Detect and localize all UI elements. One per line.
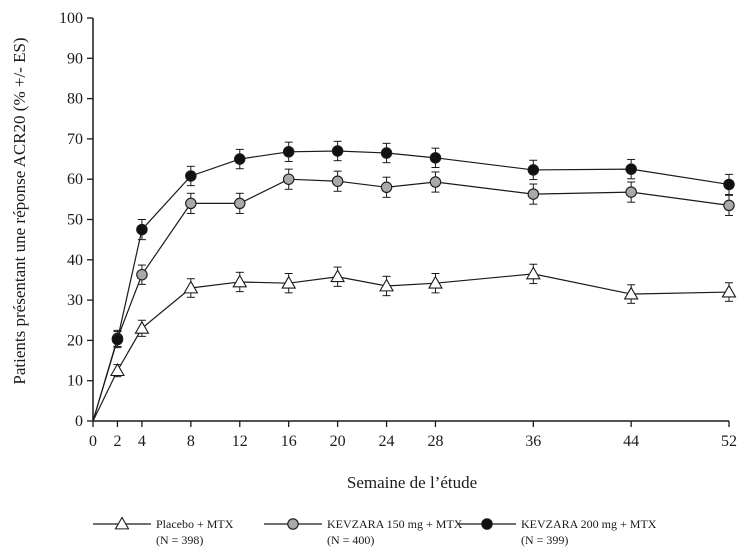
data-point [331, 175, 344, 187]
y-tick-label: 80 [67, 91, 83, 108]
y-axis-ticks: 0 10 20 30 40 50 60 70 80 90 100 [59, 10, 93, 430]
data-point [282, 146, 295, 158]
series-layer [92, 140, 737, 422]
data-point [232, 274, 248, 288]
data-point [380, 147, 393, 159]
series-line [92, 273, 730, 422]
legend-marker [287, 518, 299, 530]
x-tick-label: 16 [281, 433, 297, 450]
y-tick-label: 70 [67, 131, 83, 148]
y-tick-label: 20 [67, 332, 83, 349]
x-tick-label: 20 [330, 433, 346, 450]
data-point [429, 176, 442, 188]
data-point [234, 197, 246, 210]
legend-label: KEVZARA 150 mg + MTX [327, 517, 463, 531]
legend-n: (N = 399) [521, 533, 568, 547]
y-tick-label: 10 [67, 373, 83, 390]
data-point [136, 223, 148, 236]
x-tick-label: 8 [187, 433, 195, 450]
data-point [625, 163, 637, 175]
x-axis-ticks: 0 2 4 8 12 16 20 24 28 36 44 52 [89, 421, 737, 450]
data-point [111, 333, 124, 346]
y-tick-label: 30 [67, 292, 83, 309]
data-point [721, 284, 737, 298]
legend-item-2: KEVZARA 150 mg + MTX (N = 400) [264, 517, 463, 547]
legend-n: (N = 400) [327, 533, 374, 547]
data-point [136, 268, 148, 281]
data-point [183, 280, 199, 294]
data-point [429, 152, 442, 164]
series-2 [92, 168, 735, 422]
data-point [379, 278, 394, 292]
y-tick-label: 50 [67, 212, 83, 229]
data-point [525, 266, 541, 280]
legend-marker [481, 518, 493, 530]
data-point [234, 153, 246, 165]
data-point [623, 286, 639, 300]
y-tick-label: 100 [59, 10, 83, 27]
data-point [185, 170, 197, 182]
data-point [527, 188, 540, 200]
data-point [281, 275, 297, 289]
data-point [723, 199, 735, 212]
data-point [723, 178, 735, 191]
data-point [428, 275, 443, 289]
x-tick-label: 0 [89, 433, 97, 450]
x-tick-label: 44 [623, 433, 639, 450]
data-point [282, 173, 295, 185]
axes [92, 18, 729, 422]
data-point [185, 197, 197, 210]
data-point [380, 181, 393, 194]
x-tick-label: 12 [232, 433, 248, 450]
series-3 [92, 140, 735, 422]
x-tick-label: 2 [113, 433, 121, 450]
data-point [330, 269, 346, 283]
legend-item-3: KEVZARA 200 mg + MTX (N = 399) [458, 517, 657, 547]
y-tick-label: 0 [75, 413, 83, 430]
legend-marker [114, 516, 130, 530]
legend-label: Placebo + MTX [156, 517, 234, 531]
y-tick-label: 90 [67, 50, 83, 67]
x-tick-label: 4 [138, 433, 146, 450]
legend-item-1: Placebo + MTX (N = 398) [93, 516, 234, 547]
series-line [92, 150, 730, 422]
y-tick-label: 60 [67, 171, 83, 188]
x-tick-label: 36 [525, 433, 541, 450]
series-1 [92, 263, 737, 422]
data-point [527, 164, 540, 176]
x-tick-label: 24 [379, 433, 395, 450]
y-axis-title: Patients présentant une réponse ACR20 (%… [10, 37, 29, 384]
x-tick-label: 28 [427, 433, 443, 450]
x-axis-title: Semaine de l’étude [347, 473, 477, 492]
data-point [134, 320, 150, 334]
data-point [625, 186, 637, 198]
legend-n: (N = 398) [156, 533, 203, 547]
x-tick-label: 52 [721, 433, 737, 450]
legend: Placebo + MTX (N = 398) KEVZARA 150 mg + M… [93, 516, 657, 547]
series-line [92, 178, 730, 422]
data-point [331, 145, 344, 157]
y-tick-label: 40 [67, 252, 83, 269]
legend-label: KEVZARA 200 mg + MTX [521, 517, 657, 531]
data-point [110, 363, 125, 377]
